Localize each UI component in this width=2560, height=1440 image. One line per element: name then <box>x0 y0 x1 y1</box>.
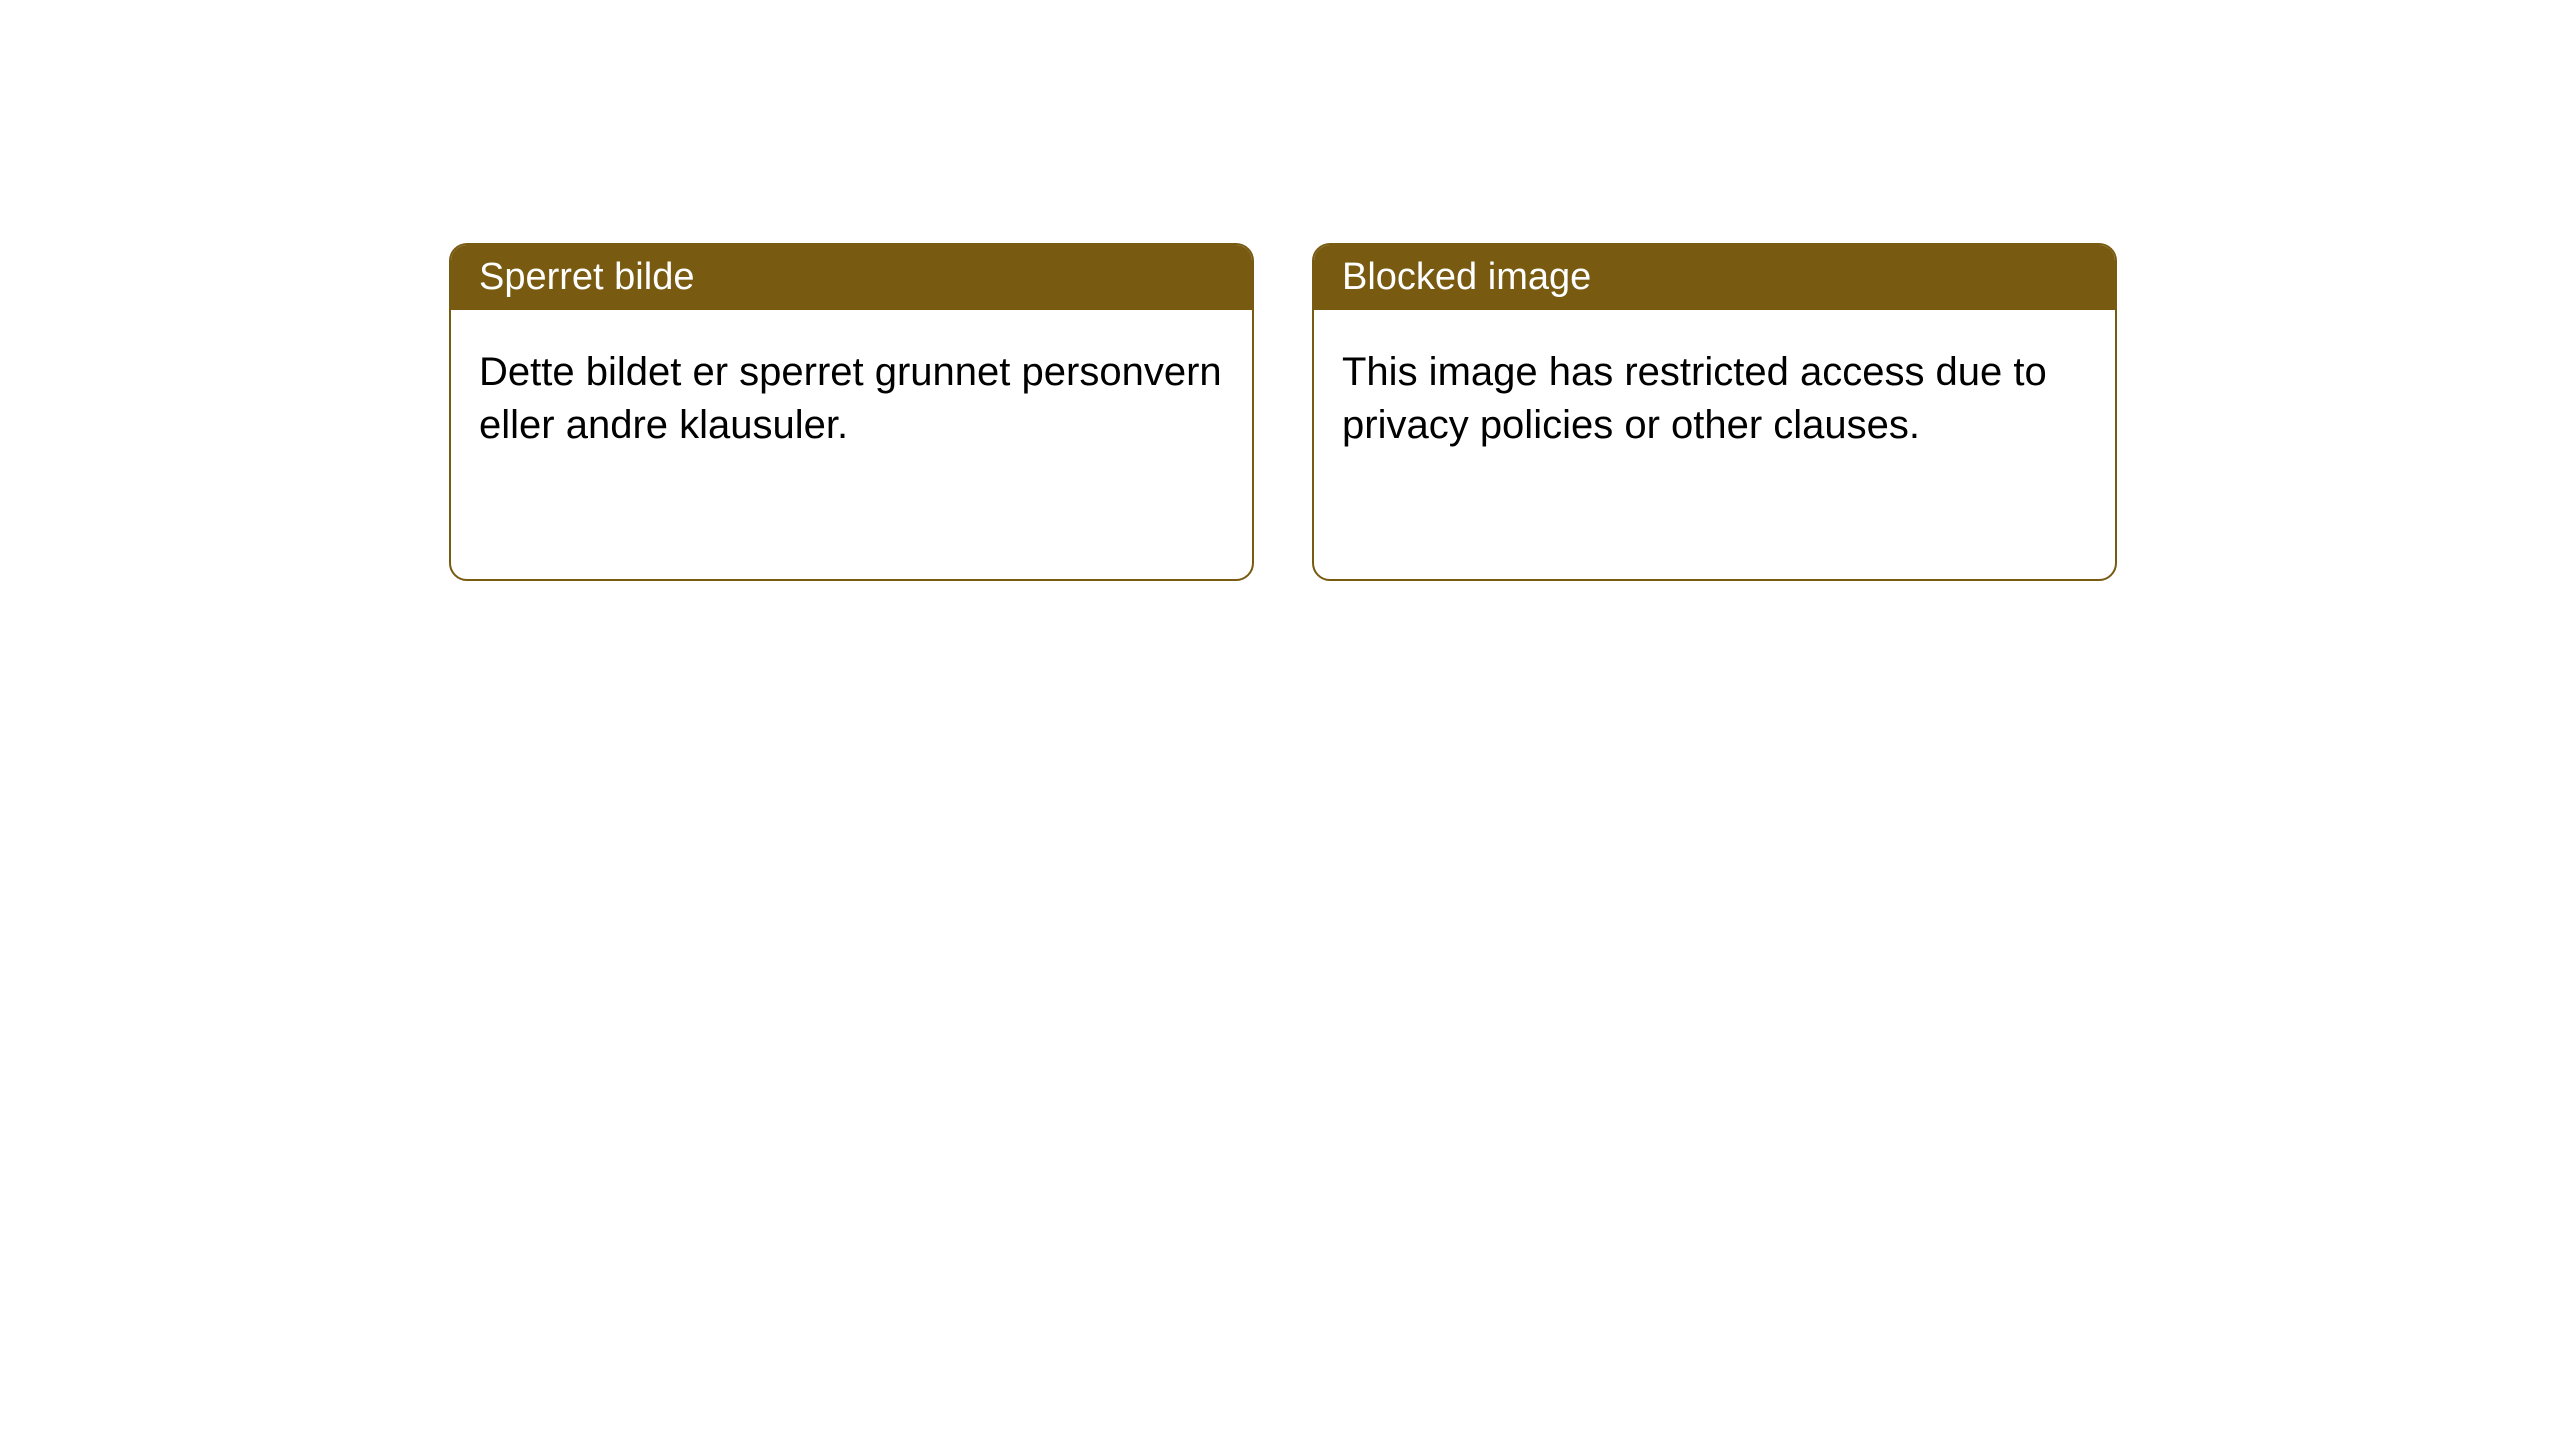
notice-body-english: This image has restricted access due to … <box>1314 310 2115 488</box>
notice-header-norwegian: Sperret bilde <box>451 245 1252 310</box>
notice-box-norwegian: Sperret bilde Dette bildet er sperret gr… <box>449 243 1254 581</box>
notice-box-english: Blocked image This image has restricted … <box>1312 243 2117 581</box>
notice-body-norwegian: Dette bildet er sperret grunnet personve… <box>451 310 1252 488</box>
notice-container: Sperret bilde Dette bildet er sperret gr… <box>0 0 2560 581</box>
notice-header-english: Blocked image <box>1314 245 2115 310</box>
